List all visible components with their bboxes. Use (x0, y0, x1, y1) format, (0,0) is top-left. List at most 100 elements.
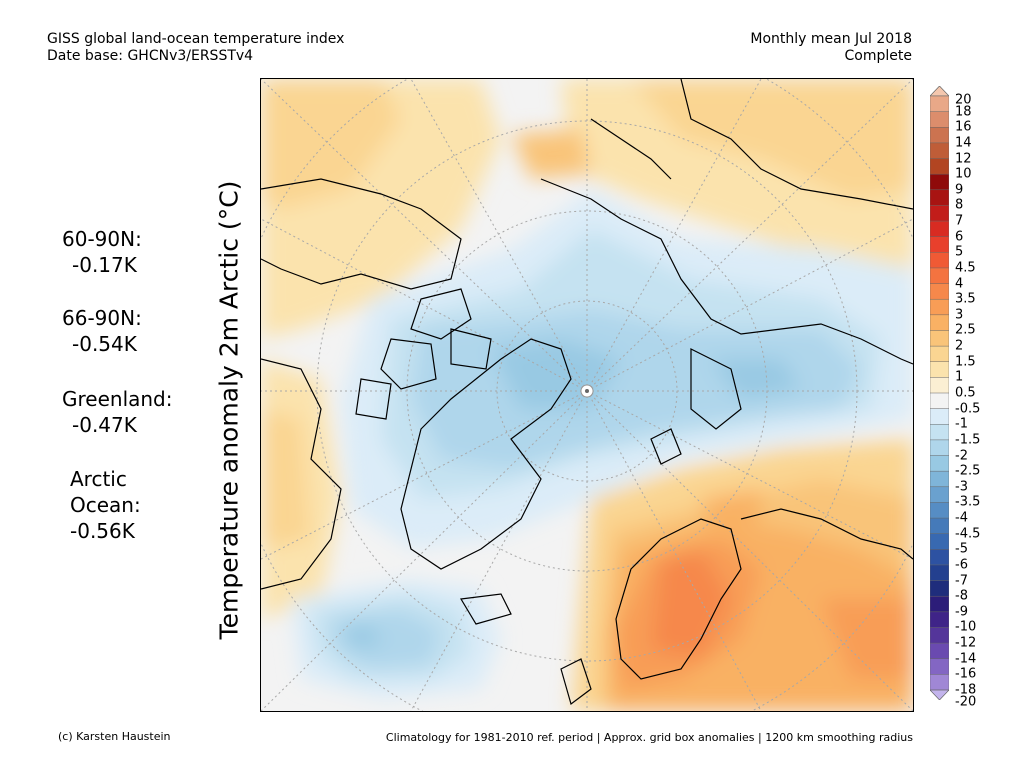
stat-label: 66-90N: (62, 306, 142, 330)
colorbar-swatch (929, 111, 950, 129)
colorbar-swatch (929, 298, 950, 316)
colorbar-label: -16 (955, 666, 977, 682)
stat-arctic-ocean: Arctic Ocean: -0.56K (70, 466, 141, 544)
colorbar-swatch (929, 549, 950, 566)
colorbar (929, 85, 950, 701)
graticule (261, 79, 913, 711)
colorbar-swatch (929, 533, 950, 551)
colorbar-swatch-bottom (929, 689, 950, 701)
period-line-2: Complete (844, 48, 912, 64)
colorbar-swatch (929, 627, 950, 644)
north-pole-dot (585, 389, 589, 393)
colorbar-label: 18 (955, 104, 972, 120)
colorbar-label: -8 (955, 588, 968, 604)
colorbar-swatch (929, 189, 950, 207)
colorbar-label: 1.5 (955, 354, 976, 370)
stat-label: Arctic (70, 467, 127, 491)
colorbar-label: -4.5 (955, 526, 981, 542)
colorbar-swatch (929, 267, 950, 285)
colorbar-label: 0.5 (955, 385, 976, 401)
colorbar-swatch (929, 345, 950, 363)
axis-label: Temperature anomaly 2m Arctic (°C) (214, 180, 244, 640)
colorbar-label: 4 (955, 276, 964, 292)
colorbar-label: 1 (955, 369, 964, 385)
colorbar-swatch (929, 330, 950, 347)
colorbar-label: 20 (955, 92, 972, 108)
colorbar-label: 5 (955, 244, 964, 260)
colorbar-swatch (929, 205, 950, 222)
colorbar-swatch (929, 642, 950, 660)
colorbar-label: 3.5 (955, 291, 976, 307)
period-info: Monthly mean Jul 2018 Complete (750, 31, 912, 65)
stat-value: -0.56K (70, 519, 135, 543)
colorbar-label: 16 (955, 119, 972, 135)
colorbar-label: -9 (955, 604, 968, 620)
anomaly-field (261, 79, 913, 711)
colorbar-label: 3 (955, 307, 964, 323)
colorbar-label: -1 (955, 416, 968, 432)
colorbar-label: -6 (955, 557, 968, 573)
colorbar-label: 9 (955, 182, 964, 198)
colorbar-swatch (929, 283, 950, 300)
colorbar-swatch (929, 236, 950, 254)
colorbar-label: 6 (955, 229, 964, 245)
colorbar-label: 14 (955, 135, 972, 151)
credit: (c) Karsten Haustein (58, 730, 171, 743)
colorbar-swatch (929, 95, 950, 113)
colorbar-swatch (929, 158, 950, 175)
colorbar-swatch (929, 455, 950, 472)
colorbar-label: -2 (955, 448, 968, 464)
map-title: GISS global land-ocean temperature index… (47, 31, 344, 65)
colorbar-label: -2.5 (955, 463, 981, 479)
colorbar-swatch (929, 580, 950, 597)
stat-60-90n: 60-90N: -0.17K (62, 226, 142, 278)
colorbar-label: -18 (955, 682, 977, 698)
colorbar-swatch (929, 127, 950, 144)
stat-value: -0.47K (72, 413, 137, 437)
coastlines (261, 79, 913, 706)
colorbar-label: -20 (955, 694, 977, 710)
colorbar-label: -14 (955, 651, 977, 667)
colorbar-swatch (929, 142, 950, 160)
colorbar-label: 2.5 (955, 322, 976, 338)
colorbar-swatch (929, 611, 950, 629)
colorbar-swatch-top (929, 85, 950, 97)
colorbar-label: -3.5 (955, 494, 981, 510)
colorbar-label: -1.5 (955, 432, 981, 448)
colorbar-swatch (929, 392, 950, 410)
colorbar-swatch (929, 173, 950, 191)
stat-greenland: Greenland: -0.47K (62, 386, 173, 438)
colorbar-label: -7 (955, 573, 968, 589)
stat-label-2: Ocean: (70, 493, 141, 517)
anomaly-shading (261, 79, 913, 711)
colorbar-label: -4 (955, 510, 968, 526)
polar-map (260, 78, 914, 712)
colorbar-swatch (929, 502, 950, 519)
colorbar-label: 8 (955, 197, 964, 213)
stat-label: 60-90N: (62, 227, 142, 251)
colorbar-swatch (929, 314, 950, 332)
colorbar-swatch (929, 424, 950, 441)
colorbar-swatch (929, 595, 950, 613)
stat-value: -0.54K (72, 332, 137, 356)
colorbar-swatch (929, 564, 950, 582)
colorbar-label: -10 (955, 619, 977, 635)
colorbar-label: -0.5 (955, 401, 981, 417)
colorbar-label: 10 (955, 166, 972, 182)
colorbar-swatches (929, 85, 950, 701)
colorbar-swatch (929, 439, 950, 457)
colorbar-swatch (929, 361, 950, 379)
colorbar-swatch (929, 252, 950, 269)
colorbar-swatch (929, 470, 950, 488)
title-line-1: GISS global land-ocean temperature index (47, 31, 345, 47)
colorbar-swatch (929, 658, 950, 676)
colorbar-swatch (929, 408, 950, 426)
colorbar-swatch (929, 486, 950, 504)
footnote: Climatology for 1981-2010 ref. period | … (385, 731, 913, 744)
colorbar-label: -12 (955, 635, 977, 651)
colorbar-label: 2 (955, 338, 964, 354)
title-line-2: Date base: GHCNv3/ERSSTv4 (47, 48, 254, 64)
colorbar-swatch (929, 517, 950, 535)
colorbar-label: 4.5 (955, 260, 976, 276)
colorbar-label: -5 (955, 541, 968, 557)
